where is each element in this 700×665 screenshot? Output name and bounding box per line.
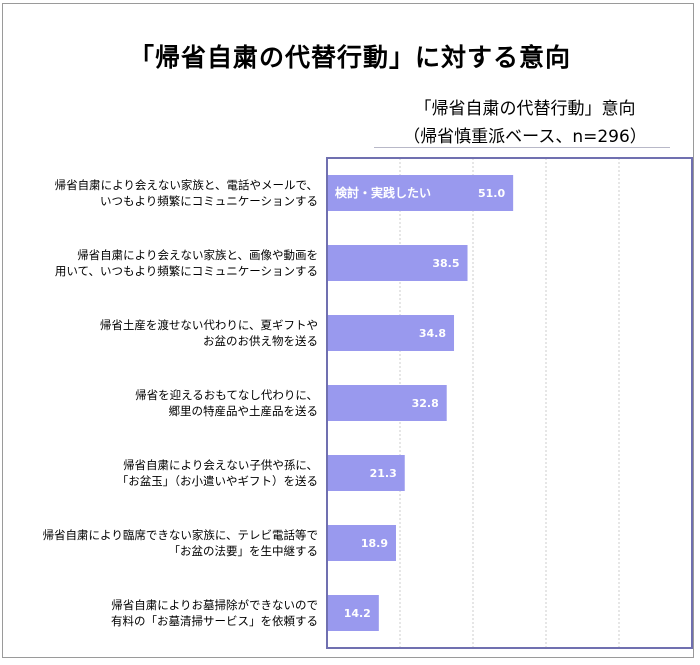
bar [327, 455, 405, 491]
bar [327, 525, 396, 561]
category-label: 用いて、いつもより頻繁にコミュニケーションする [55, 264, 318, 278]
category-label: 帰省自粛により会えない家族と、画像や動画を [77, 248, 318, 262]
category-label: 「お盆の法要」を生中継する [169, 544, 319, 558]
category-label: 帰省自粛により会えない子供や孫に、 [123, 458, 318, 472]
category-label: 帰省を迎えるおもてなし代わりに、 [135, 388, 318, 402]
category-label: いつもより頻繁にコミュニケーションする [100, 194, 318, 208]
bar-value-label: 21.3 [370, 467, 397, 480]
bar-value-label: 51.0 [478, 187, 505, 200]
series-label: 検討・実践したい [335, 185, 431, 200]
category-label: お盆のお供え物を送る [203, 334, 318, 348]
bar [327, 175, 514, 211]
category-label: 帰省自粛により会えない家族と、電話やメールで、 [55, 178, 318, 192]
category-label: 「お盆玉」（お小遣いやギフト）を送る [117, 474, 318, 488]
bar-value-label: 38.5 [432, 257, 459, 270]
bar-value-label: 34.8 [419, 327, 446, 340]
plot-border [326, 157, 693, 649]
bar [327, 595, 379, 631]
bar [327, 245, 468, 281]
category-label: 帰省自粛により臨席できない家族に、テレビ電話等で [43, 528, 318, 542]
bar-value-label: 18.9 [361, 537, 388, 550]
bar [327, 385, 447, 421]
bar [327, 315, 455, 351]
legend-title: 「帰省自粛の代替行動」意向 [414, 99, 636, 119]
legend-subtitle: （帰省慎重派ベース、n=296） [403, 127, 647, 147]
category-label: 帰省土産を渡せない代わりに、夏ギフトや [100, 318, 318, 332]
category-label: 有料の「お墓清掃サービス」を依頼する [111, 614, 318, 628]
legend-underline [374, 147, 670, 148]
category-label: 帰省自粛によりお墓掃除ができないので [111, 598, 318, 612]
category-label: 郷里の特産品や土産品を送る [169, 404, 319, 418]
bar-value-label: 32.8 [412, 397, 439, 410]
chart-title: 「帰省自粛の代替行動」に対する意向 [128, 43, 571, 72]
bar-value-label: 14.2 [344, 607, 371, 620]
